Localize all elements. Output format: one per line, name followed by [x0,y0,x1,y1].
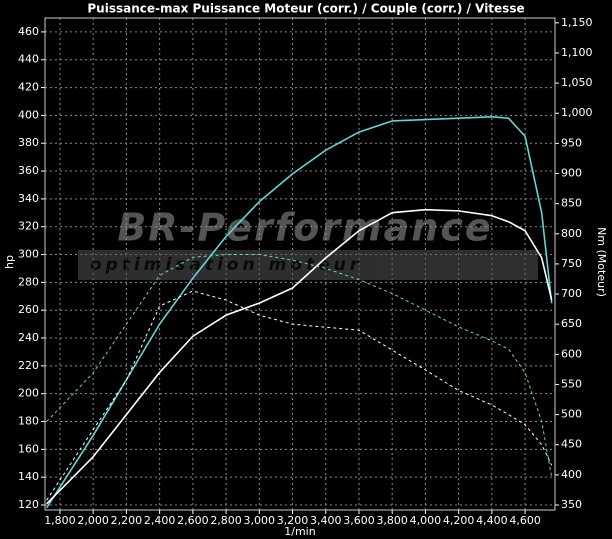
y2-axis-label: Nm (Moteur) [595,227,608,297]
x-tick-label: 1,800 [44,514,76,527]
y2-tick-label: 850 [561,197,582,210]
watermark-subtitle: optimisation moteur [90,255,362,275]
y2-tick-label: 350 [561,498,582,511]
y2-tick-label: 750 [561,257,582,270]
series-line [45,115,553,509]
y-tick-label: 240 [18,331,39,344]
y-tick-label: 420 [18,81,39,94]
x-tick-label: 3,000 [244,514,276,527]
y-tick-label: 280 [18,275,39,288]
x-tick-label: 4,200 [443,514,475,527]
x-tick-label: 4,400 [476,514,508,527]
y-axis-label: hp [3,255,16,269]
y2-tick-label: 500 [561,408,582,421]
y2-tick-label: 1,100 [561,46,593,59]
y-tick-label: 260 [18,303,39,316]
y-tick-label: 340 [18,192,39,205]
x-tick-label: 4,600 [509,514,541,527]
y2-tick-label: 550 [561,377,582,390]
y-tick-label: 200 [18,387,39,400]
series-line [46,208,553,505]
y-tick-label: 400 [18,108,39,121]
y-tick-label: 120 [18,498,39,511]
y-tick-label: 320 [18,220,39,233]
x-tick-label: 3,800 [376,514,408,527]
y2-tick-label: 900 [561,167,582,180]
watermark-title: BR-Performance [117,206,492,250]
y-tick-label: 140 [18,470,39,483]
y2-tick-label: 1,000 [561,106,593,119]
x-tick-label: 2,600 [177,514,209,527]
x-tick-label: 4,000 [410,514,442,527]
y-tick-label: 360 [18,164,39,177]
x-tick-label: 3,200 [277,514,309,527]
y-tick-label: 440 [18,53,39,66]
y2-tick-label: 700 [561,287,582,300]
y2-tick-label: 650 [561,317,582,330]
watermark: BR-Performance optimisation moteur [78,206,538,280]
x-tick-label: 2,800 [210,514,242,527]
y2-tick-label: 1,150 [561,16,593,29]
plot-frame [44,17,556,511]
y2-tick-label: 800 [561,227,582,240]
y-tick-label: 460 [18,25,39,38]
y-tick-label: 380 [18,136,39,149]
y-tick-label: 300 [18,248,39,261]
chart-title: Puissance-max Puissance Moteur (corr.) /… [87,2,524,16]
x-tick-label: 2,000 [77,514,109,527]
series-line [46,290,553,501]
x-tick-label: 3,400 [310,514,342,527]
x-tick-label: 2,400 [144,514,176,527]
y2-tick-label: 400 [561,468,582,481]
y2-tick-label: 450 [561,438,582,451]
y-tick-label: 220 [18,359,39,372]
x-tick-label: 3,600 [343,514,375,527]
y2-tick-label: 1,050 [561,76,593,89]
series-line [46,254,553,478]
y-tick-label: 160 [18,442,39,455]
y2-tick-label: 600 [561,347,582,360]
x-tick-label: 2,200 [111,514,143,527]
y2-tick-label: 950 [561,136,582,149]
x-axis-label: 1/min [284,525,315,538]
y-tick-label: 180 [18,415,39,428]
